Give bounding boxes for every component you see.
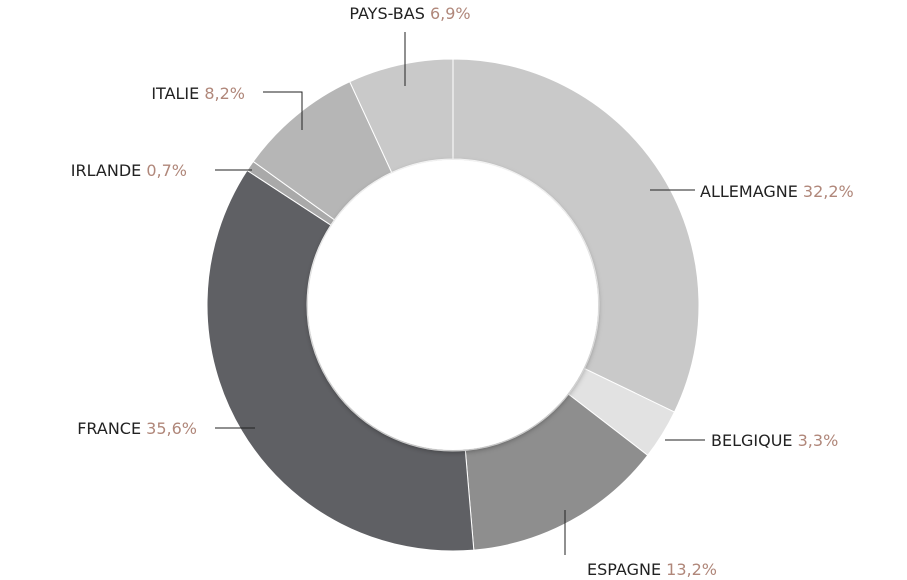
value-label: 13,2% [666,560,717,579]
category-name: ESPAGNE [587,560,661,579]
slice-label: PAYS-BAS 6,9% [349,4,470,23]
category-name: IRLANDE [71,161,141,180]
category-name: BELGIQUE [711,431,793,450]
category-name: PAYS-BAS [349,4,425,23]
leader-line [263,91,303,130]
category-name: FRANCE [77,419,141,438]
value-label: 32,2% [803,182,854,201]
slice-label: IRLANDE 0,7% [71,161,187,180]
donut [206,58,700,552]
value-label: 6,9% [430,4,471,23]
slice-label: ITALIE 8,2% [151,84,245,103]
labels: ALLEMAGNE 32,2% BELGIQUE 3,3% ESPAGNE 13,2… [71,4,854,579]
value-label: 35,6% [146,419,197,438]
value-label: 3,3% [798,431,839,450]
slice-label: BELGIQUE 3,3% [711,431,838,450]
category-name: ALLEMAGNE [700,182,798,201]
value-label: 0,7% [146,161,187,180]
donut-slice [206,169,475,552]
donut-slice [349,58,454,174]
slice-label: ESPAGNE 13,2% [587,560,717,579]
value-label: 8,2% [204,84,245,103]
slice-label: ALLEMAGNE 32,2% [700,182,854,201]
category-name: ITALIE [151,84,199,103]
donut-slice [452,58,700,413]
slice-label: FRANCE 35,6% [77,419,197,438]
donut-hole [308,160,598,450]
